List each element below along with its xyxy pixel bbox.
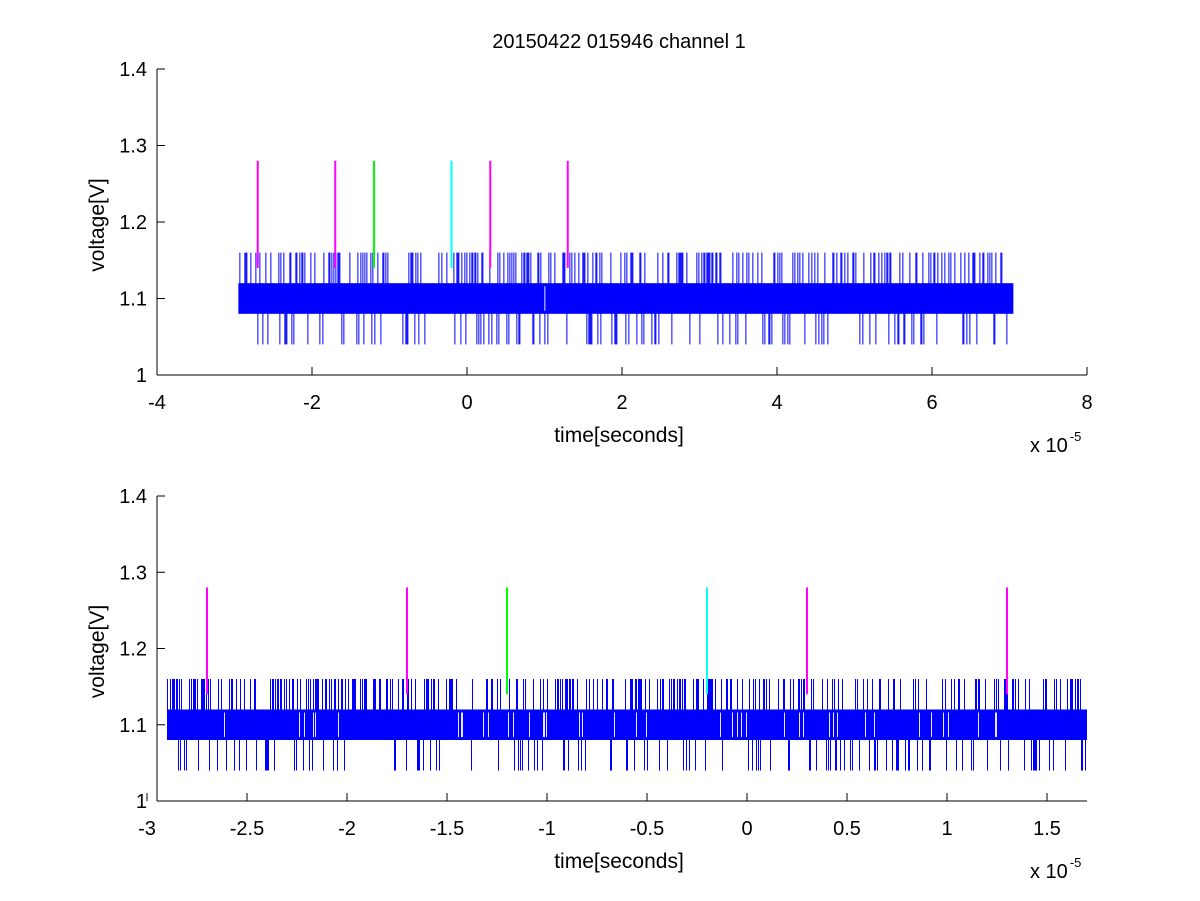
y-tick-label: 1.3 <box>119 136 147 158</box>
y-tick-label: 1.1 <box>119 715 147 737</box>
x-tick-label: 1 <box>941 818 952 840</box>
x-exponent: x 10 -5 <box>1030 855 1081 883</box>
y-tick-label: 1 <box>136 365 147 387</box>
y-tick-label: 1.3 <box>119 562 147 584</box>
bottom-plot: -3 -2.5 -2 -1.5 -1 -0.5 0 0.5 1 1.5 1 1.1 1.2 1.3 1.4 t… <box>86 486 1087 883</box>
x-tick-label: 0 <box>741 818 752 840</box>
x-tick-label: -4 <box>148 392 166 414</box>
y-tick-label: 1.1 <box>119 289 147 311</box>
top-plot: -4 -2 0 2 4 6 8 1 1.1 1.2 1.3 1.4 time[seconds] volta… <box>86 59 1093 457</box>
y-tick-label: 1 <box>136 791 147 813</box>
x-tick-label: -2.5 <box>230 818 264 840</box>
x-tick-label: -1 <box>538 818 556 840</box>
x-tick-label: 4 <box>771 392 782 414</box>
x-tick-label: -1.5 <box>430 818 464 840</box>
x-tick-label: 0 <box>461 392 472 414</box>
x-tick-label: -2 <box>338 818 356 840</box>
x-axis-label: time[seconds] <box>554 850 684 873</box>
y-tick-label: 1.4 <box>119 59 147 81</box>
x-tick-label: 6 <box>926 392 937 414</box>
x-tick-label: -0.5 <box>630 818 664 840</box>
signal-band <box>167 709 1087 740</box>
y-tick-label: 1.4 <box>119 486 147 508</box>
x-tick-label: 0.5 <box>833 818 861 840</box>
x-tick-label: 1.5 <box>1033 818 1061 840</box>
y-axis-label: voltage[V] <box>86 178 109 271</box>
x-exponent-base: x 10 <box>1030 861 1068 883</box>
x-tick-label: -2 <box>303 392 321 414</box>
x-exponent-base: x 10 <box>1030 435 1068 457</box>
chart-title: 20150422 015946 channel 1 <box>492 31 746 53</box>
signal-band <box>238 283 1014 314</box>
x-tick-label: 8 <box>1081 392 1092 414</box>
y-tick-label: 1.2 <box>119 212 147 234</box>
signal-gaps <box>224 712 997 737</box>
signal-spikes <box>167 679 1086 771</box>
y-tick-label: 1.2 <box>119 639 147 661</box>
x-axis-label: time[seconds] <box>554 424 684 447</box>
x-exponent-power: -5 <box>1070 855 1082 870</box>
y-axis-label: voltage[V] <box>86 605 109 698</box>
x-tick-label: 2 <box>616 392 627 414</box>
x-exponent-power: -5 <box>1070 429 1082 444</box>
x-exponent: x 10 -5 <box>1030 429 1081 457</box>
signal-spikes <box>239 252 1008 345</box>
x-tick-label: -3 <box>138 818 156 840</box>
